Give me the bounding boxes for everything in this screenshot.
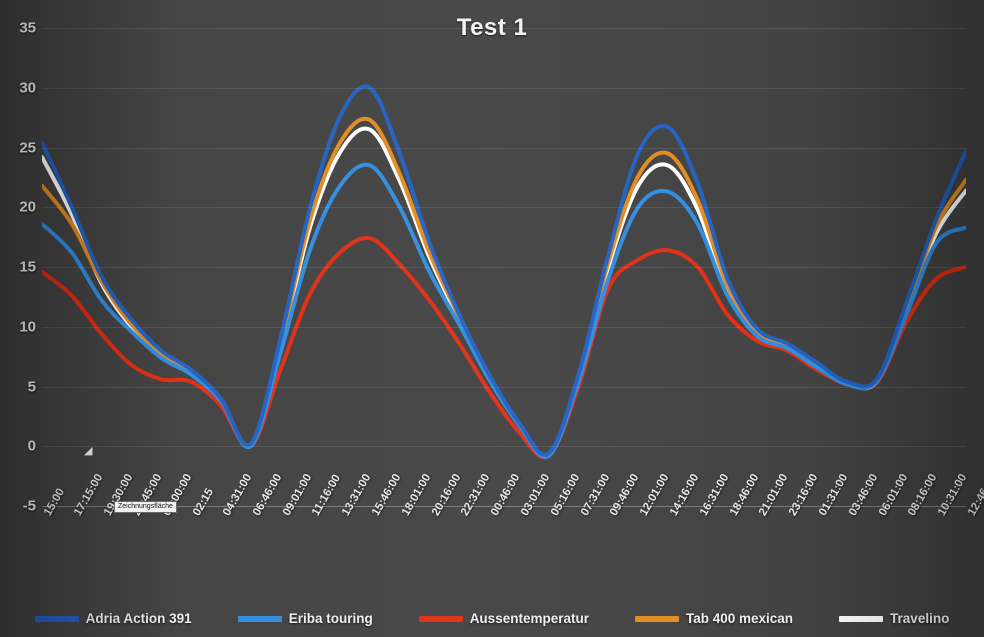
- legend-color-swatch: [634, 615, 679, 622]
- y-axis-tick-label: -5: [22, 497, 36, 515]
- series-line-adria-action-391: [42, 84, 966, 457]
- legend-item-label: Eriba touring: [288, 611, 373, 626]
- y-axis-tick-label: 35: [19, 19, 36, 37]
- legend-color-swatch: [418, 615, 463, 622]
- gridline: [42, 446, 966, 448]
- gridline: [42, 506, 966, 507]
- y-axis-tick-label: 25: [19, 139, 36, 156]
- gridline: [42, 267, 966, 268]
- legend-item[interactable]: Adria Action 391: [34, 611, 192, 626]
- y-axis-tick-label: 20: [19, 198, 36, 216]
- x-axis-line: [42, 506, 966, 507]
- legend-item[interactable]: Tab 400 mexican: [634, 611, 794, 626]
- y-axis-tick-label: 10: [19, 318, 36, 336]
- y-axis-tick-label: 15: [19, 258, 36, 276]
- legend-color-swatch: [34, 615, 79, 622]
- legend-color-swatch: [237, 615, 282, 622]
- y-axis-tick-label: 0: [27, 437, 36, 455]
- y-axis-tick-label: 30: [19, 79, 36, 97]
- x-axis-labels: 15:00 17:15:00 19:30:00 21:45:00 00:00:00 02:…: [42, 472, 984, 592]
- plot-area-tooltip: Zeichnungsfläche: [114, 501, 177, 513]
- legend-item-label: Adria Action 391: [85, 611, 192, 626]
- gridline: [42, 386, 966, 388]
- y-axis-tick-label: 5: [27, 378, 36, 395]
- legend-color-swatch: [839, 615, 884, 622]
- gridline: [42, 28, 966, 29]
- series-line-aussentemperatur: [42, 235, 966, 460]
- gridline: [42, 147, 966, 149]
- legend-item-label: Travelino: [890, 611, 950, 626]
- series-lines: [42, 84, 966, 460]
- gridline: [42, 87, 966, 89]
- legend-item[interactable]: Aussentemperatur: [418, 611, 589, 626]
- legend-item-label: Tab 400 mexican: [685, 611, 794, 626]
- legend-item[interactable]: Eriba touring: [237, 611, 373, 626]
- gridline: [42, 207, 966, 209]
- legend-item-label: Aussentemperatur: [469, 611, 589, 626]
- legend-item[interactable]: Travelino: [839, 611, 949, 626]
- gridline: [42, 326, 966, 328]
- plot-area[interactable]: -5 0 5 10 15 20 25 30 35: [19, 20, 966, 515]
- chart-legend: Adria Action 391 Eriba touring Aussentempe…: [0, 600, 984, 637]
- plot-area-marker: ◢: [84, 445, 93, 457]
- chart-title: Test 1: [456, 14, 528, 41]
